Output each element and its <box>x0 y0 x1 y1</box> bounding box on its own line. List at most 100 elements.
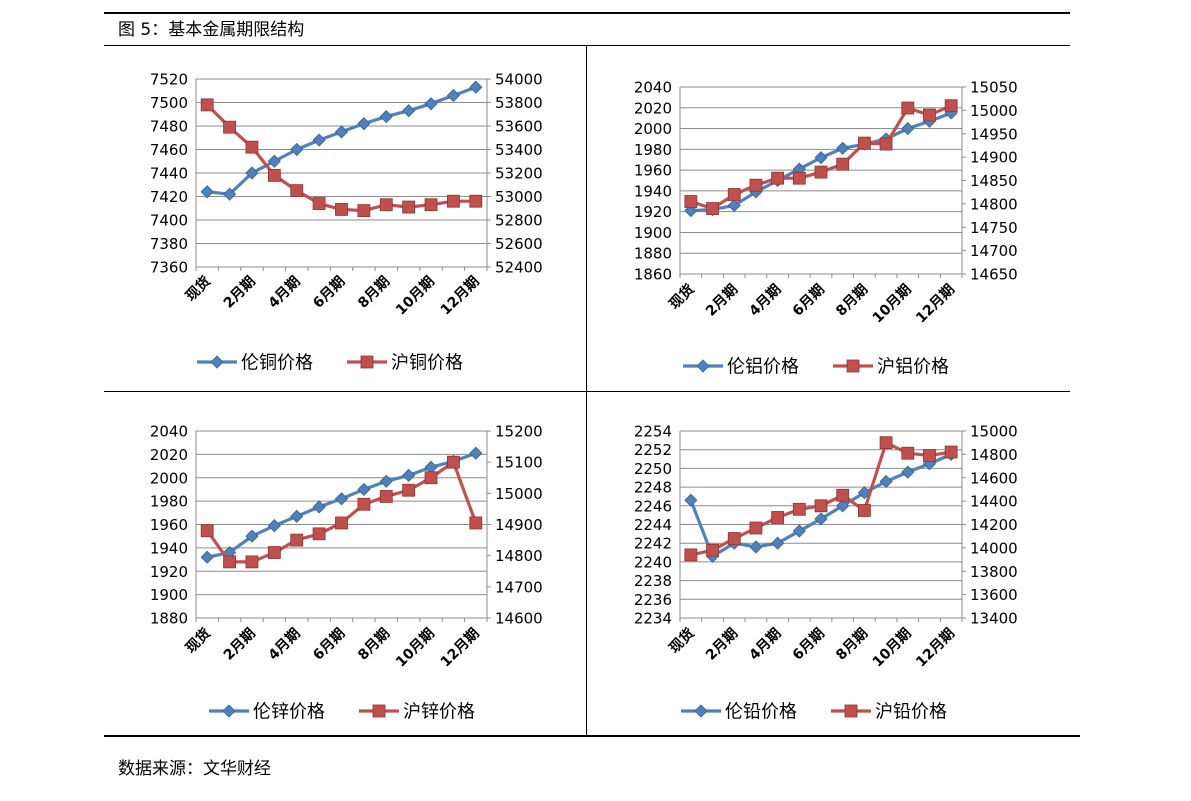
data-point <box>312 197 326 210</box>
data-point <box>334 125 349 139</box>
y-right-tick-label: 14650 <box>970 266 1018 284</box>
legend-marker <box>694 704 708 718</box>
y-right-tick-label: 14000 <box>970 539 1018 557</box>
x-tick-label: 现货 <box>666 625 698 657</box>
y-right-tick-label: 14600 <box>495 610 543 628</box>
data-point <box>469 446 483 460</box>
legend-label: 伦锌价格 <box>253 702 325 723</box>
y-right-tick-label: 53200 <box>495 165 543 183</box>
y-left-tick-label: 2020 <box>634 99 672 117</box>
data-point <box>267 546 281 559</box>
legend-label: 伦铜价格 <box>241 353 313 374</box>
y-right-tick-label: 14600 <box>970 469 1018 487</box>
y-left-tick-label: 7480 <box>150 118 188 136</box>
data-point <box>379 490 393 503</box>
y-left-tick-label: 1900 <box>150 586 188 604</box>
data-point <box>749 178 763 192</box>
x-tick-label: 12月期 <box>913 626 958 671</box>
y-left-tick-label: 2254 <box>634 423 672 441</box>
legend-marker <box>360 355 374 369</box>
bottom-rule <box>104 735 1080 737</box>
data-point <box>792 171 806 185</box>
data-point <box>857 486 871 500</box>
data-point <box>684 548 698 562</box>
y-right-tick-label: 53000 <box>495 188 543 206</box>
data-point <box>245 140 259 154</box>
y-right-tick-label: 15100 <box>495 454 543 472</box>
y-right-tick-label: 14900 <box>970 149 1018 167</box>
data-point <box>814 165 828 179</box>
legend-marker <box>844 704 858 718</box>
data-point <box>836 141 850 155</box>
y-left-tick-label: 7380 <box>150 235 188 253</box>
data-point <box>727 532 741 545</box>
data-point <box>379 198 393 212</box>
data-point <box>447 455 460 469</box>
data-point <box>923 449 936 462</box>
data-point <box>334 492 349 506</box>
y-left-tick-label: 1940 <box>634 182 672 200</box>
data-point <box>312 527 326 541</box>
data-point <box>312 133 326 147</box>
y-right-tick-label: 15000 <box>970 423 1018 441</box>
data-point <box>706 202 719 215</box>
data-point <box>447 194 460 208</box>
horizontal-divider <box>104 391 1070 392</box>
y-right-tick-label: 13800 <box>970 563 1018 581</box>
y-left-tick-label: 1860 <box>634 266 672 284</box>
data-point <box>424 97 438 111</box>
y-left-tick-label: 7420 <box>150 188 188 206</box>
data-point <box>357 497 371 511</box>
data-point <box>749 540 763 554</box>
data-point <box>879 474 893 489</box>
data-point <box>312 500 326 514</box>
y-right-tick-label: 13400 <box>970 610 1018 628</box>
y-right-tick-label: 14800 <box>495 547 543 565</box>
y-left-tick-label: 1960 <box>150 516 188 534</box>
data-point <box>792 524 806 538</box>
data-point <box>379 474 393 488</box>
data-point <box>357 482 371 497</box>
data-point <box>771 536 785 550</box>
data-point <box>223 187 237 201</box>
y-left-tick-label: 2000 <box>634 120 672 138</box>
y-right-tick-label: 14750 <box>970 219 1018 237</box>
y-right-tick-label: 13600 <box>970 586 1018 604</box>
y-left-tick-label: 2000 <box>150 469 188 487</box>
legend-marker <box>210 355 224 369</box>
y-right-tick-label: 14700 <box>970 242 1018 260</box>
y-left-tick-label: 1940 <box>150 539 188 557</box>
y-left-tick-label: 1980 <box>150 493 188 511</box>
data-point <box>857 504 871 517</box>
y-left-tick-label: 2242 <box>634 535 672 553</box>
data-point <box>469 194 483 208</box>
y-left-tick-label: 2240 <box>634 553 672 571</box>
data-point <box>200 98 214 112</box>
y-right-tick-label: 54000 <box>495 71 543 89</box>
y-left-tick-label: 1900 <box>634 224 672 242</box>
y-left-tick-label: 2250 <box>634 460 672 478</box>
data-point <box>402 468 416 482</box>
data-point <box>267 519 281 533</box>
y-right-tick-label: 14200 <box>970 516 1018 534</box>
legend-label: 沪铜价格 <box>391 353 463 374</box>
y-left-tick-label: 7520 <box>150 71 188 89</box>
y-right-tick-label: 14800 <box>970 195 1018 213</box>
legend-label: 沪铝价格 <box>877 357 949 378</box>
x-tick-label: 2月期 <box>703 626 741 664</box>
y-right-tick-label: 15000 <box>970 102 1018 120</box>
data-point <box>290 509 304 523</box>
data-point <box>245 166 259 180</box>
data-point <box>290 533 304 547</box>
data-point <box>814 151 828 165</box>
data-point <box>469 80 483 94</box>
data-point <box>290 184 304 198</box>
y-left-tick-label: 1920 <box>150 563 188 581</box>
data-point <box>402 483 416 497</box>
y-left-tick-label: 1960 <box>634 162 672 180</box>
data-point <box>223 120 236 134</box>
data-point <box>267 168 281 182</box>
source-note: 数据来源：文华财经 <box>118 759 271 779</box>
data-point <box>901 465 915 479</box>
